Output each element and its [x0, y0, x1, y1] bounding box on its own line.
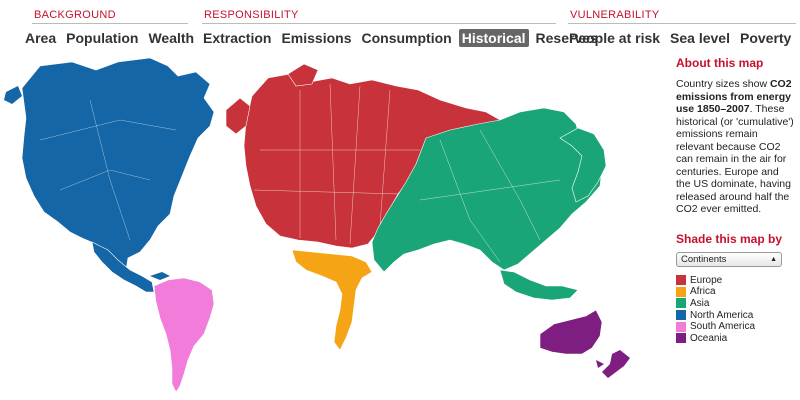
region-north-america-caribbean[interactable] — [150, 272, 170, 280]
legend: Europe Africa Asia North America South A… — [676, 275, 794, 345]
region-asia[interactable] — [371, 107, 603, 273]
legend-item-asia: Asia — [676, 298, 794, 310]
region-north-america[interactable] — [21, 57, 215, 271]
shade-select-value: Continents — [681, 253, 727, 265]
legend-item-south-america: South America — [676, 321, 794, 333]
legend-item-north-america: North America — [676, 309, 794, 321]
legend-label: Asia — [690, 297, 710, 309]
region-africa[interactable] — [291, 249, 373, 351]
region-europe-scandinavia[interactable] — [287, 63, 319, 87]
region-europe-uk[interactable] — [225, 97, 251, 135]
select-arrows-icon: ▲ — [770, 255, 777, 263]
about-text: Country sizes show CO2 emissions from en… — [676, 78, 794, 216]
nav-item-area[interactable]: Area — [25, 30, 57, 46]
region-asia-japan[interactable] — [559, 127, 607, 203]
nav-item-consumption[interactable]: Consumption — [361, 30, 452, 46]
cartogram-map[interactable] — [0, 52, 668, 400]
nav-item-historical[interactable]: Historical — [458, 29, 529, 47]
region-asia-sea[interactable] — [499, 269, 579, 301]
region-oceania-island[interactable] — [596, 360, 604, 368]
shade-title: Shade this map by — [676, 231, 783, 246]
asia-borders — [419, 129, 561, 263]
legend-swatch — [676, 321, 686, 332]
nav-group-responsibility: RESPONSIBILITY Extraction Emissions Cons… — [202, 9, 598, 47]
legend-swatch — [676, 275, 686, 286]
legend-label: Africa — [690, 286, 716, 298]
nav-heading-background: BACKGROUND — [32, 9, 188, 24]
legend-label: South America — [690, 321, 756, 333]
legend-item-oceania: Oceania — [676, 332, 794, 344]
nav-item-population[interactable]: Population — [66, 30, 139, 46]
legend-item-africa: Africa — [676, 286, 794, 298]
legend-swatch — [676, 310, 686, 321]
legend-swatch — [676, 298, 686, 309]
legend-swatch — [676, 333, 686, 344]
europe-borders — [253, 83, 420, 245]
region-north-america-island[interactable] — [4, 86, 22, 104]
legend-label: North America — [690, 309, 754, 321]
legend-item-europe: Europe — [676, 275, 794, 287]
region-oceania[interactable] — [539, 309, 603, 355]
nav-group-background: BACKGROUND Area Population Wealth — [25, 9, 194, 47]
nav-item-sea-level[interactable]: Sea level — [670, 30, 730, 46]
legend-label: Europe — [690, 274, 723, 286]
nav-item-reserves[interactable]: Reserves — [535, 30, 598, 46]
region-south-america[interactable] — [153, 277, 215, 393]
region-north-america-mexico[interactable] — [91, 241, 155, 293]
about-text-suffix: . These historical (or 'cumulative') emi… — [676, 103, 794, 215]
legend-swatch — [676, 286, 686, 297]
nav-item-emissions[interactable]: Emissions — [281, 30, 352, 46]
shade-select[interactable]: Continents ▲ — [676, 251, 782, 267]
region-oceania-new-zealand[interactable] — [602, 350, 630, 378]
about-text-prefix: Country sizes show — [676, 78, 770, 90]
nav-item-wealth[interactable]: Wealth — [148, 30, 195, 46]
sidebar: About this map Country sizes show CO2 em… — [676, 56, 794, 344]
north-america-borders — [39, 99, 177, 241]
legend-label: Oceania — [690, 332, 728, 344]
nav-item-extraction[interactable]: Extraction — [203, 30, 272, 46]
nav-item-poverty[interactable]: Poverty — [739, 30, 792, 46]
about-text-bold: CO2 emissions from energy use 1850–2007 — [676, 78, 792, 115]
nav-item-people-at-risk[interactable]: People at risk — [569, 30, 661, 46]
nav-heading-vulnerability: VULNERABILITY — [568, 9, 796, 24]
nav-heading-responsibility: RESPONSIBILITY — [202, 9, 556, 24]
nav-group-vulnerability: VULNERABILITY People at risk Sea level P… — [568, 9, 796, 47]
about-title: About this map — [676, 56, 764, 70]
